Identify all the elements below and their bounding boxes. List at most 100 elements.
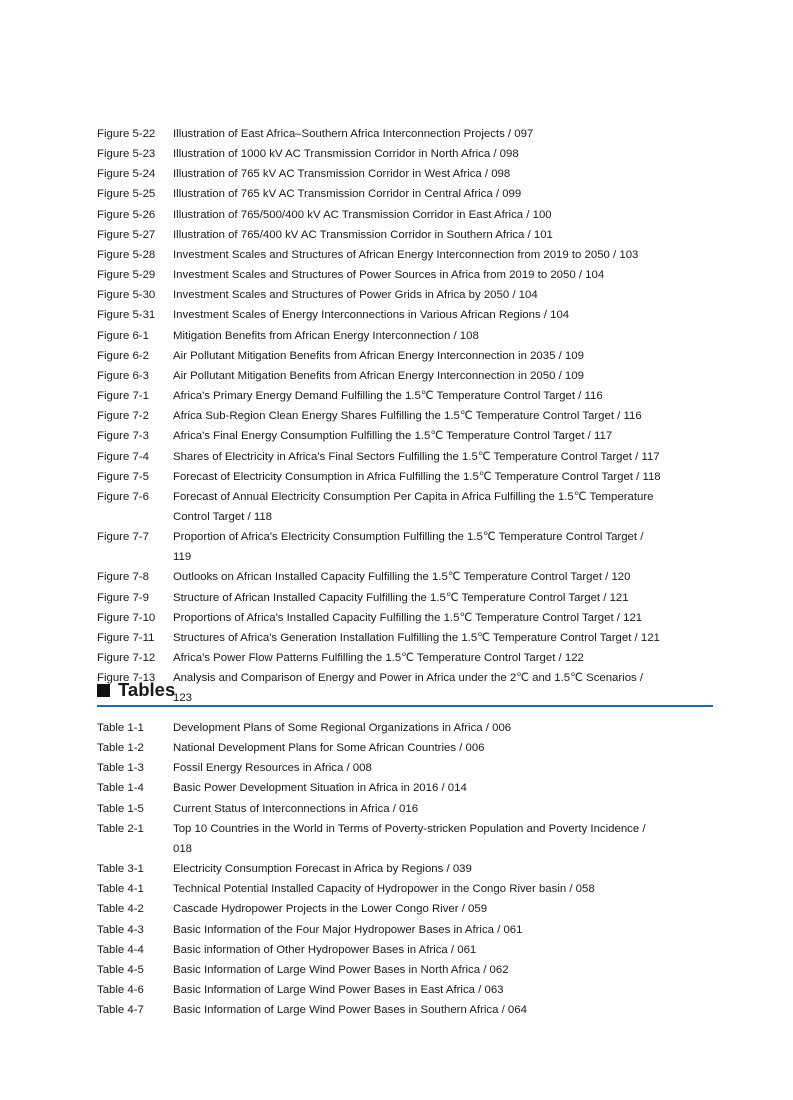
table-number: Table 2-1 [97,822,144,835]
figure-number: Figure 7-7 [97,531,149,544]
table-title: National Development Plans for Some Afri… [173,742,485,755]
table-entry[interactable]: Table 1-2 National Development Plans for … [97,738,717,758]
table-entry[interactable]: Table 4-2 Cascade Hydropower Projects in … [97,899,717,919]
table-number: Table 1-3 [97,762,144,775]
figure-number: Figure 6-1 [97,329,149,342]
table-entry[interactable]: Table 4-1 Technical Potential Installed C… [97,879,717,899]
table-title: Basic information of Other Hydropower Ba… [173,943,477,956]
table-number: Table 4-2 [97,903,144,916]
figure-title: Investment Scales of Energy Interconnect… [173,309,570,322]
figure-entry[interactable]: Figure 7-11 Structures of Africa's Genera… [97,628,717,648]
figure-entry[interactable]: Figure 5-31 Investment Scales of Energy I… [97,305,717,325]
table-number: Table 4-5 [97,963,144,976]
figure-entry[interactable]: Figure 7-10 Proportions of Africa's Insta… [97,608,717,628]
figure-number: Figure 7-1 [97,390,149,403]
figure-entry[interactable]: Figure 7-7 Proportion of Africa's Electri… [97,527,717,567]
table-title: Basic Information of Large Wind Power Ba… [173,963,509,976]
figure-number: Figure 5-26 [97,208,156,221]
figure-number: Figure 5-28 [97,248,156,261]
figure-number: Figure 7-10 [97,611,156,624]
table-title: Cascade Hydropower Projects in the Lower… [173,903,488,916]
figure-title: Illustration of 765/400 kV AC Transmissi… [173,228,553,241]
figure-number: Figure 7-9 [97,591,149,604]
table-number: Table 4-1 [97,883,144,896]
figure-title: Illustration of 765 kV AC Transmission C… [173,188,522,201]
figure-number: Figure 5-25 [97,188,156,201]
table-title: Current Status of Interconnections in Af… [173,802,419,815]
figure-entry[interactable]: Figure 5-30 Investment Scales and Structu… [97,285,717,305]
table-entry[interactable]: Table 4-4 Basic information of Other Hydr… [97,940,717,960]
figure-entry[interactable]: Figure 5-24 Illustration of 765 kV AC Tra… [97,164,717,184]
figure-entry[interactable]: Figure 7-6 Forecast of Annual Electricity… [97,487,717,527]
table-entry[interactable]: Table 2-1 Top 10 Countries in the World i… [97,819,717,859]
table-number: Table 1-2 [97,742,144,755]
figure-title: Air Pollutant Mitigation Benefits from A… [173,349,584,362]
figure-entry[interactable]: Figure 7-9 Structure of African Installed… [97,588,717,608]
figure-entry[interactable]: Figure 5-22 Illustration of East Africa–S… [97,124,717,144]
figure-number: Figure 7-4 [97,450,149,463]
figure-number: Figure 7-13 [97,672,156,685]
table-entry[interactable]: Table 3-1 Electricity Consumption Forecas… [97,859,717,879]
table-list: Table 1-1 Development Plans of Some Regio… [97,718,717,1020]
table-title: Development Plans of Some Regional Organ… [173,722,512,734]
tables-heading-text: Tables [118,679,176,700]
tables-section-heading: Tables [97,679,175,701]
figure-number: Figure 6-3 [97,369,149,382]
figure-title: Proportion of Africa's Electricity Consu… [173,531,644,564]
table-number: Table 4-4 [97,943,144,956]
figure-title: Air Pollutant Mitigation Benefits from A… [173,369,584,382]
table-entry[interactable]: Table 1-1 Development Plans of Some Regio… [97,718,717,738]
figure-title: Illustration of 765 kV AC Transmission C… [173,168,511,181]
table-title: Fossil Energy Resources in Africa / 008 [173,762,372,775]
figure-title: Shares of Electricity in Africa's Final … [173,450,660,463]
figure-entry[interactable]: Figure 5-25 Illustration of 765 kV AC Tra… [97,184,717,204]
figure-entry[interactable]: Figure 7-13 Analysis and Comparison of En… [97,668,717,708]
figure-title: Illustration of 1000 kV AC Transmission … [173,148,519,161]
table-entry[interactable]: Table 1-5 Current Status of Interconnecti… [97,799,717,819]
table-number: Table 1-4 [97,782,144,795]
figure-entry[interactable]: Figure 7-12 Africa's Power Flow Patterns … [97,648,717,668]
table-entry[interactable]: Table 1-3 Fossil Energy Resources in Afri… [97,758,717,778]
figure-title: Outlooks on African Installed Capacity F… [173,571,631,584]
figure-entry[interactable]: Figure 6-2 Air Pollutant Mitigation Benef… [97,346,717,366]
table-title: Basic Information of Large Wind Power Ba… [173,984,504,997]
figure-title: Analysis and Comparison of Energy and Po… [173,672,644,705]
figure-number: Figure 5-27 [97,228,156,241]
figure-entry[interactable]: Figure 6-3 Air Pollutant Mitigation Benef… [97,366,717,386]
figure-title: Illustration of 765/500/400 kV AC Transm… [173,208,552,221]
figure-entry[interactable]: Figure 5-23 Illustration of 1000 kV AC Tr… [97,144,717,164]
figure-number: Figure 7-12 [97,652,156,665]
figure-number: Figure 5-23 [97,148,156,161]
figure-number: Figure 7-8 [97,571,149,584]
table-entry[interactable]: Table 4-7 Basic Information of Large Wind… [97,1000,717,1020]
heading-divider [97,705,713,707]
figure-entry[interactable]: Figure 7-1 Africa's Primary Energy Demand… [97,386,717,406]
figure-entry[interactable]: Figure 5-27 Illustration of 765/400 kV AC… [97,225,717,245]
figure-title: Africa Sub-Region Clean Energy Shares Fu… [173,410,642,423]
figure-number: Figure 7-11 [97,631,155,644]
table-entry[interactable]: Table 4-3 Basic Information of the Four M… [97,920,717,940]
table-title: Basic Information of the Four Major Hydr… [173,923,523,936]
figure-entry[interactable]: Figure 7-8 Outlooks on African Installed … [97,567,717,587]
figure-title: Investment Scales and Structures of Powe… [173,289,538,302]
figure-title: Mitigation Benefits from African Energy … [173,329,479,342]
figure-entry[interactable]: Figure 6-1 Mitigation Benefits from Afric… [97,326,717,346]
figure-number: Figure 7-5 [97,470,149,483]
table-title: Electricity Consumption Forecast in Afri… [173,863,472,876]
figure-entry[interactable]: Figure 7-5 Forecast of Electricity Consum… [97,467,717,487]
table-title: Top 10 Countries in the World in Terms o… [173,822,646,855]
table-entry[interactable]: Table 4-6 Basic Information of Large Wind… [97,980,717,1000]
figure-entry[interactable]: Figure 7-3 Africa's Final Energy Consumpt… [97,426,717,446]
figure-title: Africa's Final Energy Consumption Fulfil… [173,430,613,443]
table-entry[interactable]: Table 1-4 Basic Power Development Situati… [97,778,717,798]
figure-entry[interactable]: Figure 5-26 Illustration of 765/500/400 k… [97,205,717,225]
figure-number: Figure 5-29 [97,269,156,282]
figure-entry[interactable]: Figure 7-2 Africa Sub-Region Clean Energy… [97,406,717,426]
table-entry[interactable]: Table 4-5 Basic Information of Large Wind… [97,960,717,980]
figure-title: Proportions of Africa's Installed Capaci… [173,611,643,624]
figure-entry[interactable]: Figure 5-29 Investment Scales and Structu… [97,265,717,285]
figure-list: Figure 5-22 Illustration of East Africa–S… [97,124,717,709]
square-bullet-icon [97,683,110,697]
figure-entry[interactable]: Figure 7-4 Shares of Electricity in Afric… [97,447,717,467]
figure-entry[interactable]: Figure 5-28 Investment Scales and Structu… [97,245,717,265]
